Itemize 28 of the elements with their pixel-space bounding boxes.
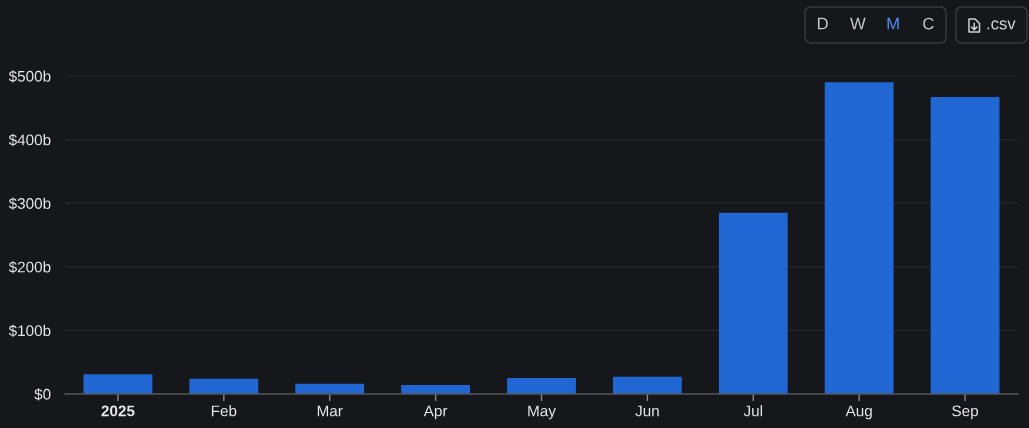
y-tick-label: $100b [8, 324, 51, 337]
bar [930, 96, 1000, 394]
bar [612, 376, 682, 394]
x-tick-label: May [528, 405, 556, 420]
bar [507, 378, 576, 394]
bar [401, 385, 471, 394]
x-tick-label: 2025 [101, 405, 135, 417]
x-tick-label: Aug [845, 405, 872, 420]
y-tick-label: $0 [34, 388, 51, 401]
y-tick-label: $300b [8, 197, 51, 210]
y-tick-label: $500b [8, 70, 51, 83]
bar [718, 212, 788, 394]
text: W [850, 17, 866, 30]
y-tick-label: $400b [8, 133, 51, 147]
y-tick-label: $200b [8, 261, 51, 274]
text: .csv [987, 20, 1016, 30]
bar [189, 378, 259, 394]
bar [824, 82, 894, 394]
x-tick-label: Feb [211, 405, 237, 417]
x-tick-label: Mar [317, 405, 343, 417]
text: M [887, 17, 899, 30]
x-tick-label: Apr [423, 405, 448, 420]
x-tick-label: Jun [635, 405, 659, 417]
x-tick-label: Sep [952, 405, 979, 420]
bar [83, 374, 153, 394]
x-tick-label: Jul [743, 405, 763, 417]
text: C [923, 17, 934, 30]
text: D [817, 17, 828, 30]
